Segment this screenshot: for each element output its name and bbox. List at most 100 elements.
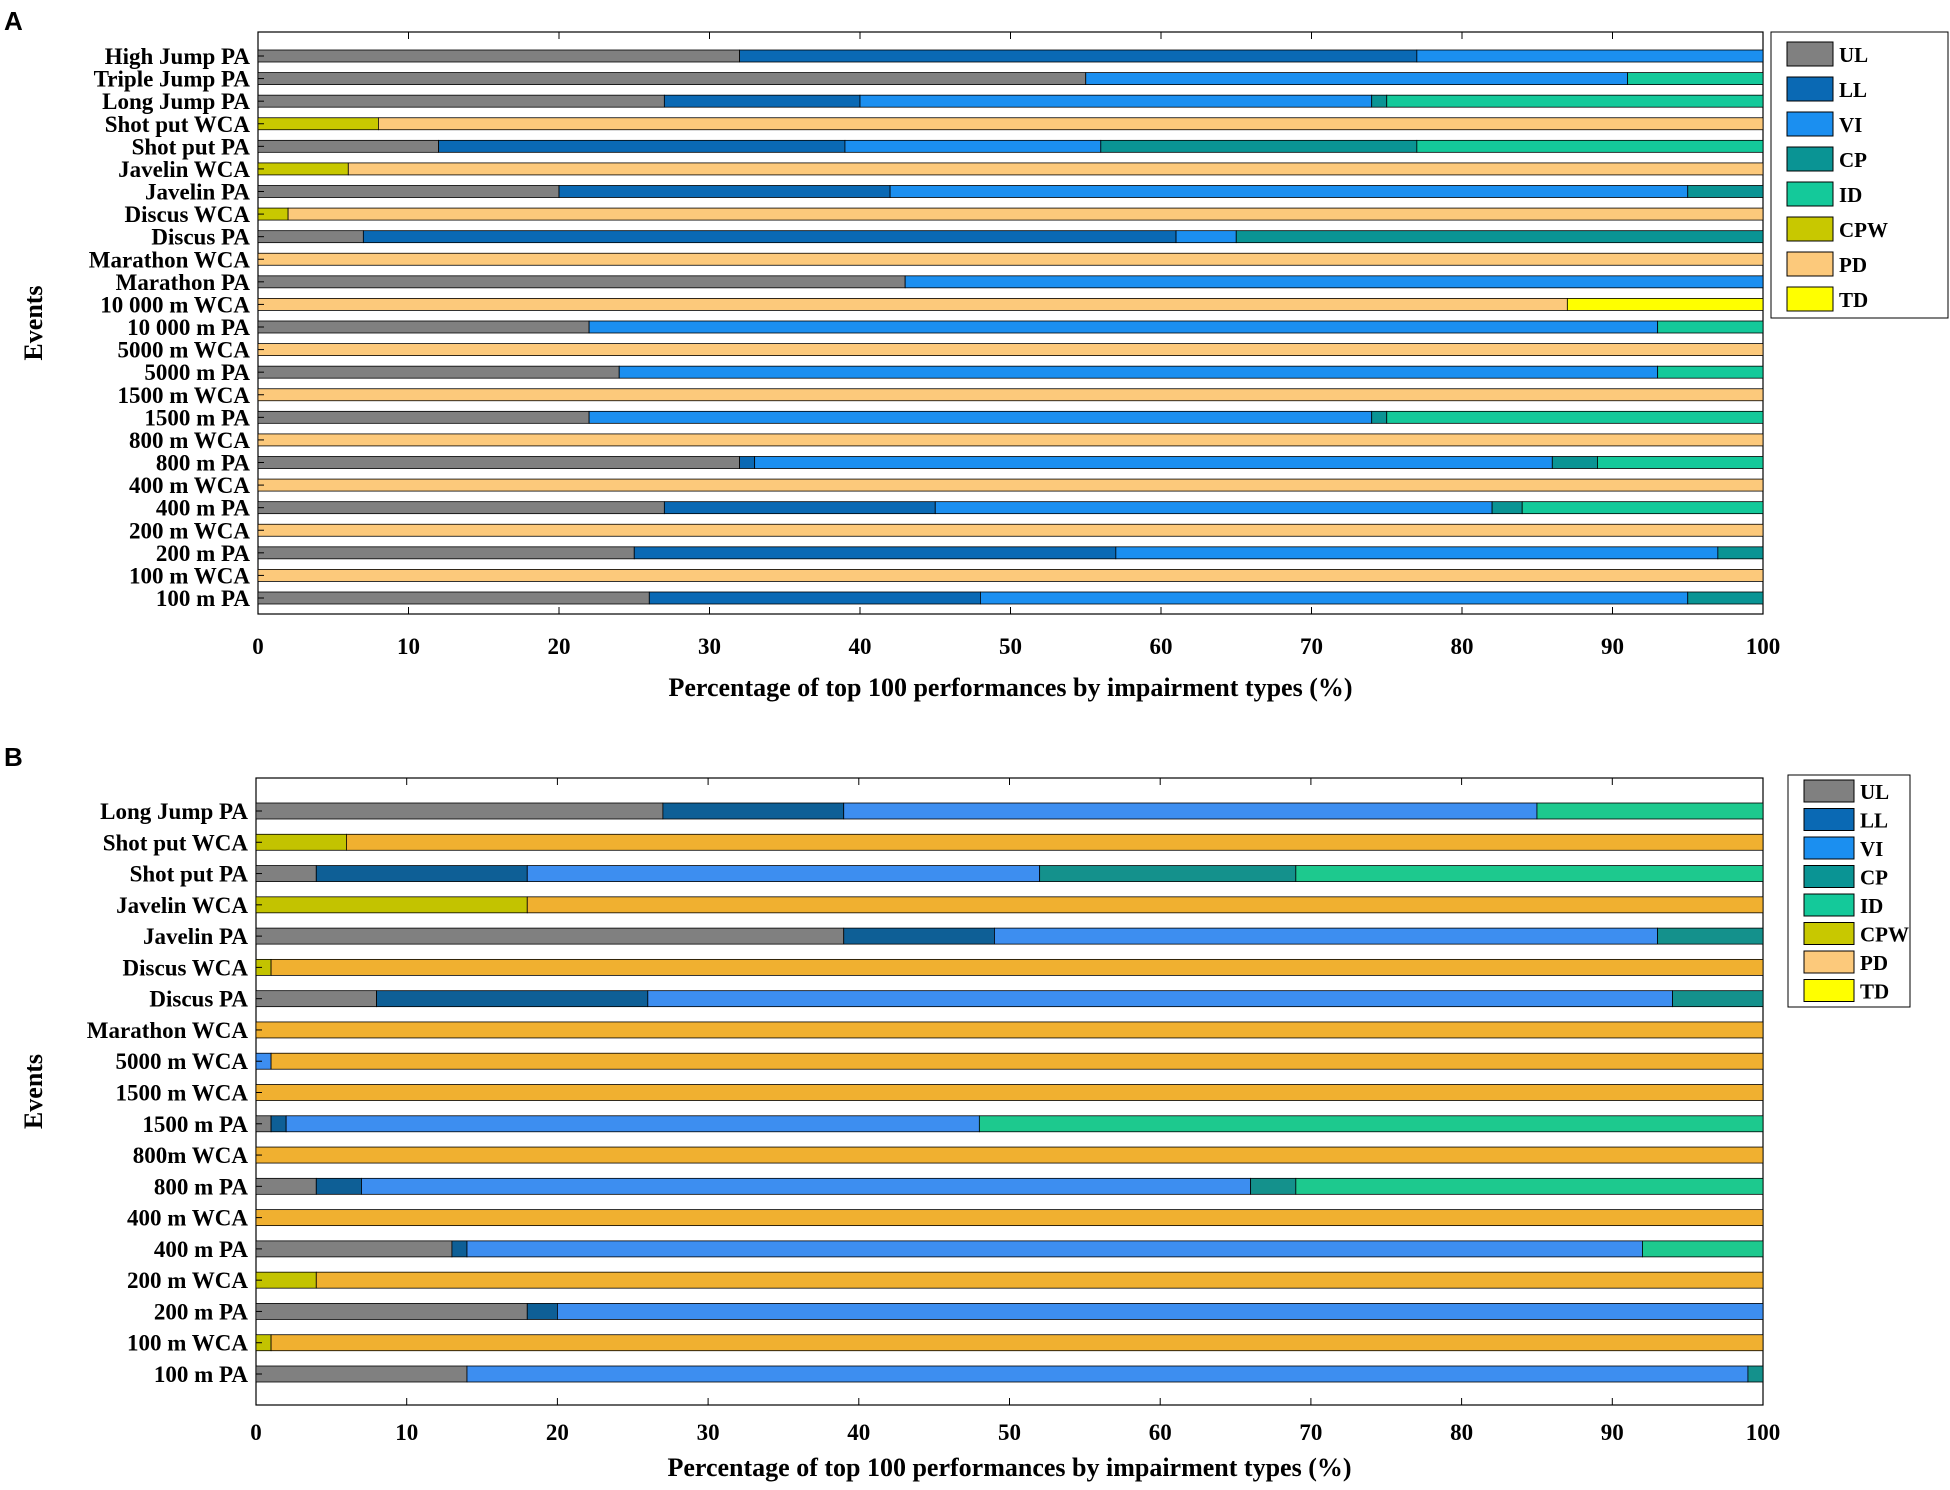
panel-a-bar-segment [347,162,1764,176]
panel-b-ytick-label: 400 m WCA [127,1206,248,1231]
panel-a-bar-segment [1491,501,1523,515]
panel-b-xtick-label: 70 [1299,1420,1322,1445]
panel-b-ytick-label: Shot put PA [130,862,249,887]
panel-a-bar-segment [889,185,1689,198]
panel-b-legend-swatch [1803,893,1855,917]
panel-a-bar-segment [257,49,741,63]
panel-a-legend-swatch [1786,181,1834,207]
panel-a-legend-label: VI [1839,113,1862,137]
panel-b-bar-segment [1747,1365,1764,1383]
panel-a-bar-segment [663,94,861,108]
panel-a-bar-segment [1115,546,1719,560]
panel-a-bar-segment [859,94,1373,108]
panel-a-ytick-label: Long Jump PA [102,89,250,114]
panel-b-bar-segment [255,1021,1764,1039]
panel-a-legend-swatch [1786,216,1834,242]
panel-b-bar-segment [376,990,649,1008]
panel-a-legend-label: LL [1839,78,1867,102]
panel-b-legend-swatch [1803,979,1855,1002]
panel-a-bar-segment [257,252,1764,266]
panel-b-bar-segment [255,1146,1764,1164]
panel-a-bar-segment [257,410,590,424]
panel-a-xtick-label: 80 [1451,634,1474,659]
panel-a-bar-segment [257,456,741,469]
panel-b-bar-segment [843,802,1538,820]
panel-b-ytick-label: Long Jump PA [100,799,248,824]
panel-a-bar-segment [257,501,665,515]
panel-b-y-axis-label: Events [19,1054,48,1129]
panel-a-bar-segment [257,433,1764,447]
panel-a-xtick-label: 100 [1746,634,1781,659]
panel-a-bar-segment [1687,185,1764,198]
panel-a-xtick-label: 70 [1300,634,1323,659]
panel-a-bar-segment [633,546,1117,560]
panel-a-legend-swatch [1786,41,1834,67]
panel-a-xtick-label: 40 [849,634,872,659]
panel-a-bar-segment [663,501,936,515]
panel-a-x-axis-label: Percentage of top 100 performances by im… [668,673,1352,702]
panel-b-bar-segment [1295,1177,1764,1195]
panel-b-bar-segment [270,958,1764,976]
panel-a-ytick-label: 100 m WCA [129,563,250,588]
panel-a-bar-segment [588,410,1373,424]
panel-a-bar-segment [1597,456,1764,469]
panel-b-bar-segment [466,1365,1749,1383]
panel-a-ytick-label: Javelin PA [145,180,250,205]
panel-a-bar-segment [1416,139,1764,153]
panel-b-xtick-label: 40 [847,1420,870,1445]
panel-a-ytick-label: 1500 m PA [144,405,250,430]
panel-a-letter: A [4,6,23,36]
panel-a-bar-segment [739,49,1418,63]
panel-b-bar-segment [557,1303,1764,1320]
panel-b-ytick-label: Discus WCA [123,955,249,980]
panel-a-xtick-label: 50 [999,634,1022,659]
panel-b-ytick-label: 200 m WCA [127,1268,248,1293]
panel-a-bar-segment [257,569,1764,582]
panel-b-ytick-label: Discus PA [149,987,248,1012]
panel-b-bar-segment [662,802,845,820]
panel-a-ytick-label: 200 m PA [156,541,251,566]
panel-a-legend-label: UL [1839,43,1868,67]
panel-b-bar-segment [255,1271,317,1289]
panel-b-ytick-label: 800m WCA [133,1143,249,1168]
panel-a-bar-segment [257,478,1764,492]
panel-b-ytick-label: 5000 m WCA [116,1049,249,1074]
panel-a-ytick-label: 10 000 m PA [127,315,250,340]
panel-b-legend-swatch [1803,836,1855,860]
panel-b-legend-label: ID [1860,894,1883,918]
panel-b-legend-label: CP [1860,866,1888,890]
panel-a-bar-segment [257,162,349,176]
panel-a-bar-segment [1687,591,1764,605]
panel-b-legend-label: TD [1860,980,1889,1004]
panel-b-bar-segment [1250,1177,1297,1195]
panel-b-bar-segment [255,1177,317,1195]
panel-a-bar-segment [257,388,1764,402]
panel-b-letter: B [4,742,23,772]
panel-b-legend-swatch [1803,922,1855,945]
panel-a-ytick-label: 10 000 m WCA [100,292,250,317]
panel-a-ytick-label: Javelin WCA [118,157,250,182]
panel-b-bar-segment [270,1115,287,1133]
panel-a-bar-segment [1371,94,1388,108]
panel-b-bar-segment [285,1115,980,1133]
panel-b-legend-label: LL [1860,809,1888,833]
panel-a-ytick-label: 400 m WCA [129,473,250,498]
panel-b-ytick-label: 800 m PA [154,1174,249,1199]
panel-b-bar-segment [255,802,664,820]
panel-a-bar-segment [1717,546,1764,560]
panel-a-xtick-label: 60 [1150,634,1173,659]
panel-b-xtick-label: 100 [1746,1420,1781,1445]
panel-b-bar-segment [255,896,528,914]
panel-a-xtick-label: 90 [1601,634,1624,659]
panel-a-bar-segment [1627,72,1764,85]
panel-a-bar-segment [257,298,1568,311]
panel-b-bar-segment [978,1115,1764,1133]
panel-a-bar-segment [618,365,1659,379]
panel-b-bar-segment [526,1303,558,1320]
panel-a-bar-segment [257,275,906,289]
panel-a-bar-segment [257,320,590,334]
panel-a-y-axis-label: Events [19,285,48,360]
panel-a-ytick-label: 1500 m WCA [118,383,251,408]
panel-a-bar-segment [257,546,635,560]
